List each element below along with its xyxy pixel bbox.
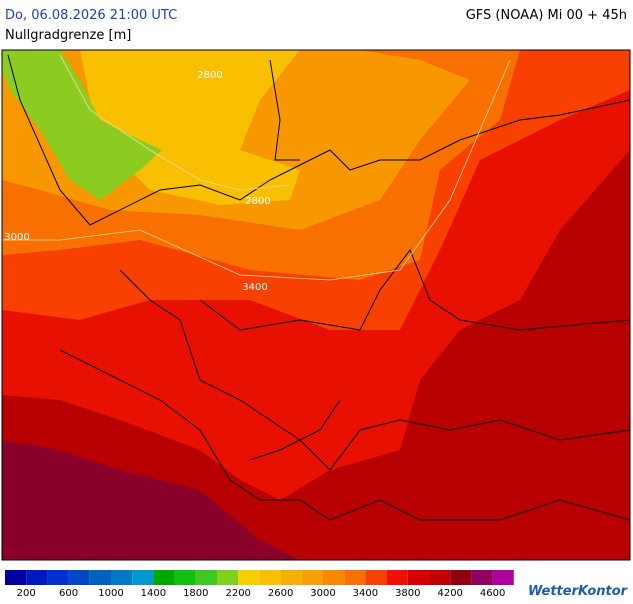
legend-swatch xyxy=(280,570,302,585)
legend-swatch xyxy=(89,570,111,585)
legend-swatch xyxy=(174,570,196,585)
legend-swatch xyxy=(407,570,429,585)
legend-swatch xyxy=(344,570,366,585)
legend-swatch xyxy=(323,570,345,585)
legend-swatch xyxy=(195,570,217,585)
legend-swatch xyxy=(450,570,472,585)
logo: WetterKontor xyxy=(528,584,629,599)
contour-label: 3400 xyxy=(242,282,267,293)
legend-tick: 3800 xyxy=(395,588,420,599)
legend-swatch xyxy=(111,570,133,585)
legend-tick: 2200 xyxy=(225,588,250,599)
legend-tick: 600 xyxy=(59,588,78,599)
contour-labels: 2800 2800 3000 3400 xyxy=(4,70,270,293)
legend-swatch xyxy=(153,570,175,585)
legend-swatch xyxy=(5,570,27,585)
legend-tick: 1000 xyxy=(98,588,123,599)
legend-swatch xyxy=(301,570,323,585)
legend-tick: 3000 xyxy=(310,588,335,599)
model-label: GFS (NOAA) Mi 00 + 45h xyxy=(466,8,627,23)
legend-swatch xyxy=(26,570,48,585)
legend-tick: 4600 xyxy=(480,588,505,599)
date-label: Do, 06.08.2026 21:00 UTC xyxy=(5,8,177,23)
legend-tick: 1400 xyxy=(141,588,166,599)
legend-tick: 2600 xyxy=(268,588,293,599)
legend-swatch xyxy=(429,570,451,585)
legend-swatch xyxy=(217,570,239,585)
legend-tick: 200 xyxy=(17,588,36,599)
contour-label: 2800 xyxy=(197,70,222,81)
legend-swatch xyxy=(471,570,493,585)
legend-swatch xyxy=(68,570,90,585)
legend-tick: 1800 xyxy=(183,588,208,599)
legend-swatch xyxy=(492,570,514,585)
parameter-label: Nullgradgrenze [m] xyxy=(5,28,131,43)
legend-swatch xyxy=(238,570,260,585)
legend-tick: 3400 xyxy=(353,588,378,599)
legend-swatch xyxy=(259,570,281,585)
legend-swatch xyxy=(47,570,69,585)
legend-swatch xyxy=(132,570,154,585)
legend-swatch xyxy=(365,570,387,585)
map xyxy=(1,49,631,561)
legend-swatch xyxy=(386,570,408,585)
contour-label: 2800 xyxy=(245,196,270,207)
contour-label: 3000 xyxy=(4,232,29,243)
legend-tick: 4200 xyxy=(437,588,462,599)
legend: 200 600 1000 1400 1800 2200 2600 3000 3400 3800 42… xyxy=(5,570,514,599)
